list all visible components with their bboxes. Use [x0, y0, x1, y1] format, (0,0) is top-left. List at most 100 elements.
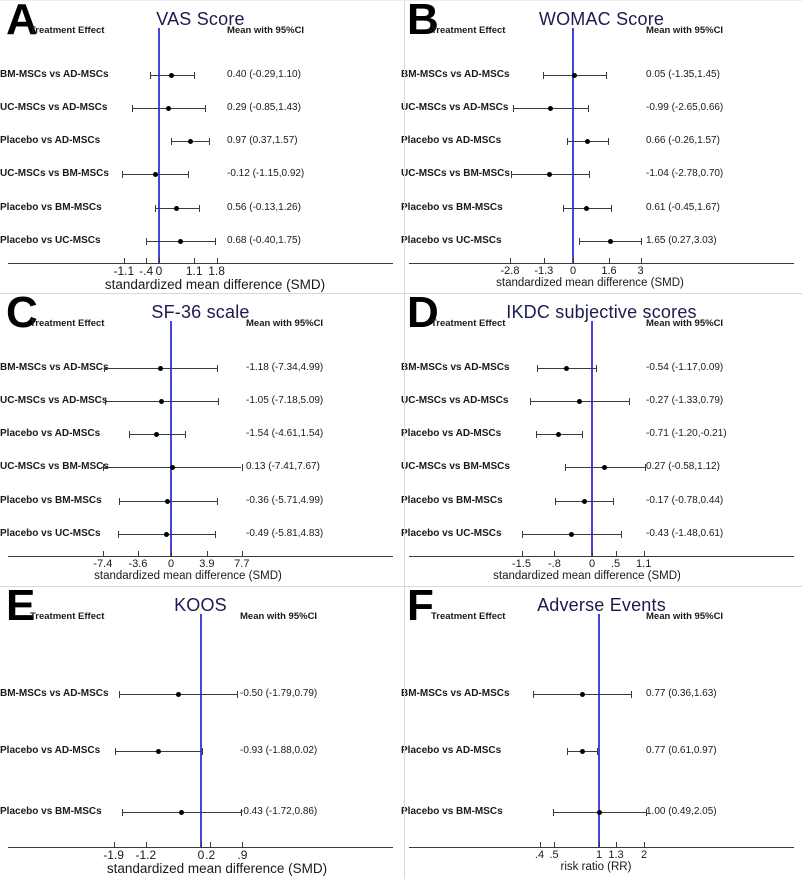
- mean-ci-value: 1.65 (0.27,3.03): [646, 235, 717, 246]
- ci-cap-low: [114, 748, 116, 755]
- row-label: UC-MSCs vs AD-MSCs: [0, 102, 108, 113]
- panel-A: A VAS Score Treatment Effect Mean with 95%C…: [0, 0, 401, 294]
- x-axis-title: risk ratio (RR): [560, 861, 632, 873]
- mean-ci-value: 0.29 (-0.85,1.43): [227, 102, 301, 113]
- x-axis-line: [8, 556, 393, 557]
- x-axis-tick: [123, 258, 125, 263]
- x-axis-tick: [599, 842, 600, 847]
- x-axis-tick: [573, 258, 574, 263]
- mean-ci-value: 0.05 (-1.35,1.45): [646, 69, 720, 80]
- point-estimate-marker: [556, 432, 562, 437]
- point-estimate-marker: [581, 499, 587, 504]
- ci-cap-low: [535, 431, 537, 438]
- ci-cap-low: [532, 691, 534, 698]
- x-axis-tick-label: 3.9: [199, 558, 215, 570]
- x-axis-tick-label: .4: [534, 849, 545, 861]
- mean-ci-value: 1.00 (0.49,2.05): [646, 806, 717, 817]
- mean-ci-value: -0.54 (-1.17,0.09): [646, 362, 724, 373]
- column-header-mean-ci: Mean with 95%CI: [240, 611, 318, 622]
- panel-E: E KOOS Treatment Effect Mean with 95%CI BM-M…: [0, 584, 401, 879]
- x-axis-tick-label: -2.8: [500, 265, 520, 277]
- x-axis-tick: [102, 551, 104, 556]
- point-estimate-marker: [169, 465, 175, 470]
- ci-cap-low: [537, 365, 538, 372]
- point-estimate-marker: [607, 239, 613, 244]
- x-axis-tick-label: 1.6: [601, 265, 617, 277]
- ci-cap-low: [566, 748, 568, 755]
- mean-ci-value: -0.49 (-5.81,4.83): [246, 528, 324, 539]
- x-axis-tick-label: .9: [237, 848, 248, 862]
- row-label: BM-MSCs vs AD-MSCs: [0, 69, 109, 80]
- point-estimate-marker: [579, 749, 585, 754]
- ci-cap-low: [564, 464, 566, 471]
- ci-cap-high: [240, 809, 242, 816]
- x-axis-tick-label: .2: [205, 848, 216, 862]
- x-axis-tick-label: -1.3: [534, 265, 554, 277]
- point-estimate-marker: [165, 499, 171, 504]
- ci-cap-low: [542, 72, 544, 79]
- x-axis-tick: [510, 258, 511, 263]
- mean-ci-value: 0.27 (-0.58,1.12): [646, 461, 720, 472]
- ci-cap-high: [587, 105, 589, 112]
- panel-D: D IKDC subjective scores Treatment Effect M…: [401, 291, 802, 587]
- x-axis-tick-label: 1.1: [185, 264, 203, 278]
- x-axis-tick-label: 0: [197, 848, 205, 862]
- column-header-mean-ci: Mean with 95%CI: [646, 318, 724, 329]
- point-estimate-marker: [165, 106, 171, 111]
- point-estimate-marker: [154, 432, 160, 437]
- row-label: Placebo vs BM-MSCs: [0, 202, 102, 213]
- x-axis-tick-label: 1: [595, 849, 603, 861]
- x-axis-tick: [521, 551, 523, 556]
- x-axis-title: standardized mean difference (SMD): [493, 570, 681, 582]
- mean-ci-value: -0.71 (-1.20,-0.21): [646, 428, 727, 439]
- point-estimate-marker: [576, 399, 582, 404]
- ci-cap-low: [117, 531, 119, 538]
- ci-cap-high: [644, 464, 646, 471]
- x-axis-tick: [616, 842, 617, 847]
- x-axis-tick-label: 2: [640, 849, 648, 861]
- x-axis-line: [409, 556, 794, 557]
- ci-cap-high: [199, 205, 201, 212]
- x-axis-tick-label: 0: [588, 558, 596, 570]
- ci-cap-low: [102, 464, 104, 471]
- point-estimate-marker: [596, 810, 602, 815]
- x-axis-title: standardized mean difference (SMD): [104, 277, 326, 292]
- row-label: UC-MSCs vs BM-MSCs: [0, 461, 109, 472]
- point-estimate-marker: [157, 366, 163, 371]
- ci-cap-high: [608, 138, 610, 145]
- ci-cap-low: [567, 138, 569, 145]
- x-axis-tick-label: 1.8: [208, 264, 225, 278]
- point-estimate-marker: [155, 749, 161, 754]
- ci-cap-low: [170, 138, 172, 145]
- column-header-mean-ci: Mean with 95%CI: [227, 25, 305, 36]
- x-axis-tick-label: 7.7: [234, 558, 250, 570]
- point-estimate-marker: [564, 366, 570, 371]
- column-header-treatment-effect: Treatment Effect: [30, 318, 105, 329]
- row-label: Placebo vs UC-MSCs: [401, 235, 502, 246]
- x-axis-tick-label: -1.9: [103, 848, 124, 862]
- reference-line: [158, 28, 160, 263]
- ci-cap-high: [215, 531, 217, 538]
- x-axis-title: standardized mean difference (SMD): [106, 861, 328, 876]
- panel-title: SF-36 scale: [151, 302, 250, 322]
- ci-cap-high: [641, 238, 643, 245]
- mean-ci-value: 0.77 (0.61,0.97): [646, 745, 717, 756]
- mean-ci-value: 0.66 (-0.26,1.57): [646, 135, 720, 146]
- x-axis-tick-label: 0: [155, 264, 163, 278]
- ci-cap-high: [605, 72, 607, 79]
- row-label: Placebo vs BM-MSCs: [401, 495, 503, 506]
- ci-cap-high: [630, 691, 632, 698]
- panel-C: C SF-36 scale Treatment Effect Mean with 95…: [0, 291, 401, 587]
- panel-title: IKDC subjective scores: [506, 302, 697, 322]
- point-estimate-marker: [579, 692, 585, 697]
- x-axis-line: [8, 263, 393, 264]
- x-axis-tick: [171, 551, 172, 556]
- ci-cap-low: [131, 105, 133, 112]
- panel-title: Adverse Events: [537, 595, 666, 615]
- mean-ci-value: -0.36 (-5.71,4.99): [246, 495, 324, 506]
- ci-cap-low: [555, 498, 557, 505]
- column-header-treatment-effect: Treatment Effect: [30, 611, 105, 622]
- point-estimate-marker: [174, 206, 180, 211]
- ci-cap-high: [217, 398, 219, 405]
